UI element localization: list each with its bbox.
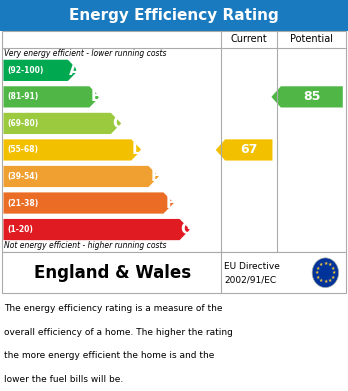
Text: B: B	[90, 90, 102, 104]
Text: A: A	[69, 63, 81, 78]
Text: ★: ★	[319, 278, 324, 283]
Text: England & Wales: England & Wales	[34, 264, 191, 282]
Text: C: C	[112, 116, 124, 131]
Text: Not energy efficient - higher running costs: Not energy efficient - higher running co…	[4, 241, 167, 250]
Text: D: D	[132, 142, 144, 158]
Polygon shape	[3, 192, 174, 213]
Text: 2002/91/EC: 2002/91/EC	[224, 276, 277, 285]
Text: (21-38): (21-38)	[8, 199, 39, 208]
Text: 85: 85	[303, 90, 321, 103]
Bar	[2, 252, 346, 293]
Text: the more energy efficient the home is and the: the more energy efficient the home is an…	[4, 351, 215, 361]
Polygon shape	[3, 139, 142, 161]
Polygon shape	[3, 60, 78, 81]
Bar	[2, 31, 346, 252]
Text: ★: ★	[327, 278, 332, 283]
Text: F: F	[165, 196, 176, 210]
Text: overall efficiency of a home. The higher the rating: overall efficiency of a home. The higher…	[4, 328, 233, 337]
Polygon shape	[3, 86, 100, 108]
Text: (69-80): (69-80)	[8, 119, 39, 128]
Text: 67: 67	[240, 143, 258, 156]
Text: lower the fuel bills will be.: lower the fuel bills will be.	[4, 375, 124, 384]
Text: ★: ★	[330, 275, 335, 280]
Text: ★: ★	[323, 280, 327, 284]
Text: ★: ★	[330, 265, 335, 271]
Text: The energy efficiency rating is a measure of the: The energy efficiency rating is a measur…	[4, 304, 223, 314]
Text: Potential: Potential	[290, 34, 333, 45]
Polygon shape	[271, 86, 343, 108]
Text: ★: ★	[323, 261, 327, 266]
Text: (39-54): (39-54)	[8, 172, 39, 181]
Text: (55-68): (55-68)	[8, 145, 39, 154]
Bar	[0, 0, 348, 31]
Text: (81-91): (81-91)	[8, 92, 39, 101]
Text: ★: ★	[316, 265, 321, 271]
Text: (1-20): (1-20)	[8, 225, 33, 234]
Polygon shape	[3, 166, 159, 187]
Text: ★: ★	[319, 262, 324, 267]
Text: (92-100): (92-100)	[8, 66, 44, 75]
Polygon shape	[3, 113, 121, 134]
Polygon shape	[216, 139, 272, 161]
Text: E: E	[150, 169, 160, 184]
Text: G: G	[180, 222, 193, 237]
Text: ★: ★	[327, 262, 332, 267]
Text: ★: ★	[315, 270, 319, 275]
Text: Current: Current	[230, 34, 267, 45]
Text: ★: ★	[316, 275, 321, 280]
Circle shape	[312, 258, 339, 288]
Text: Energy Efficiency Rating: Energy Efficiency Rating	[69, 8, 279, 23]
Polygon shape	[3, 219, 190, 240]
Text: EU Directive: EU Directive	[224, 262, 280, 271]
Text: Very energy efficient - lower running costs: Very energy efficient - lower running co…	[4, 49, 167, 58]
Text: ★: ★	[331, 270, 336, 275]
